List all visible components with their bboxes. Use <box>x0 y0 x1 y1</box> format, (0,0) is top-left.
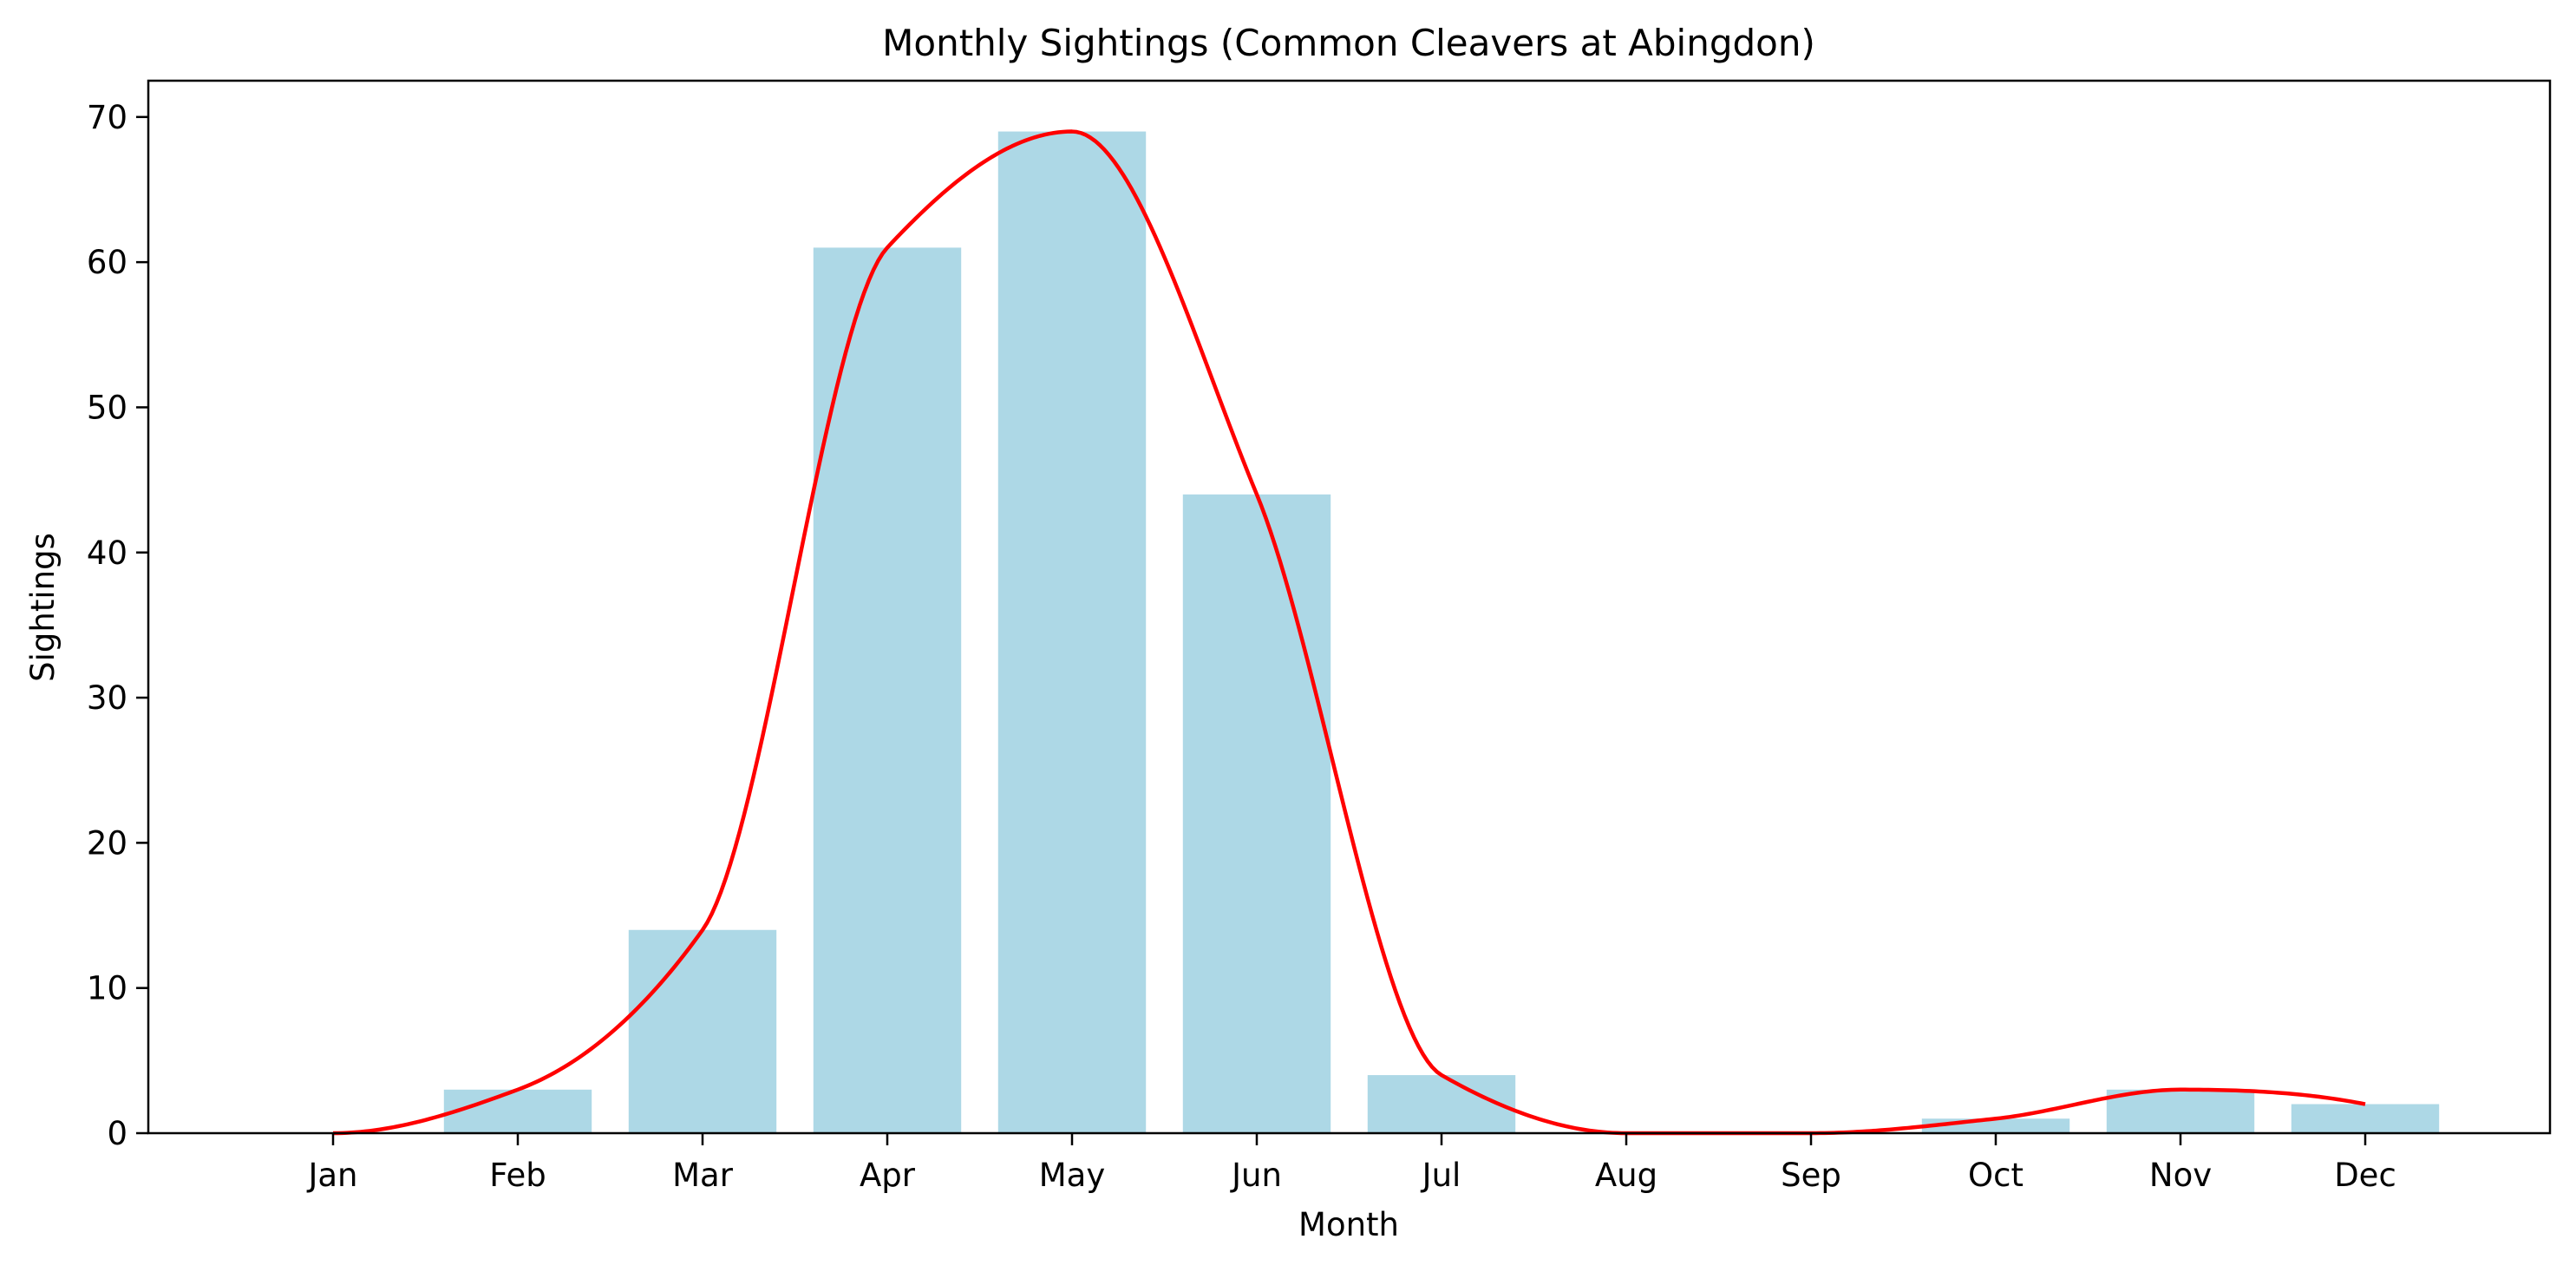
y-axis: 0 10 20 30 40 50 60 70 <box>87 99 148 1152</box>
x-tick-label-mar: Mar <box>672 1157 734 1194</box>
bar-dec <box>2291 1104 2440 1133</box>
x-tick-label-apr: Apr <box>860 1157 916 1194</box>
y-axis-label: Sightings <box>24 533 62 682</box>
bar-mar <box>628 929 777 1133</box>
x-tick-label-jan: Jan <box>306 1157 357 1194</box>
x-tick-label-jul: Jul <box>1421 1157 1461 1194</box>
y-tick-label-30: 30 <box>87 679 127 717</box>
x-tick-label-jun: Jun <box>1230 1157 1282 1194</box>
x-axis-label: Month <box>1298 1206 1399 1243</box>
y-tick-label-10: 10 <box>87 970 127 1007</box>
x-tick-label-nov: Nov <box>2149 1157 2212 1194</box>
chart-title: Monthly Sightings (Common Cleavers at Ab… <box>882 22 1815 64</box>
plot-frame <box>147 79 2552 1135</box>
bar-may <box>997 131 1147 1134</box>
y-tick-label-50: 50 <box>87 389 127 426</box>
y-tick-label-0: 0 <box>107 1115 127 1152</box>
trend-line <box>332 129 2366 1136</box>
x-tick-label-dec: Dec <box>2334 1157 2396 1194</box>
bar-jul <box>1367 1075 1516 1133</box>
x-tick-label-may: May <box>1039 1157 1106 1194</box>
x-tick-label-oct: Oct <box>1968 1157 2024 1194</box>
y-tick-label-60: 60 <box>87 244 127 281</box>
bar-nov <box>2106 1089 2255 1133</box>
y-tick-label-20: 20 <box>87 824 127 862</box>
bar-apr <box>813 247 962 1134</box>
x-axis: Jan Feb Mar Apr May Jun Jul Aug Sep Oct Nov Dec <box>306 1133 2396 1194</box>
bar-feb <box>443 1089 592 1133</box>
bars-group <box>443 131 2440 1134</box>
x-tick-label-aug: Aug <box>1595 1157 1657 1194</box>
line-group <box>332 129 2366 1136</box>
x-tick-label-sep: Sep <box>1781 1157 1841 1194</box>
y-tick-label-40: 40 <box>87 534 127 572</box>
y-tick-label-70: 70 <box>87 99 127 136</box>
bar-jun <box>1182 494 1331 1133</box>
x-tick-label-feb: Feb <box>489 1157 546 1194</box>
